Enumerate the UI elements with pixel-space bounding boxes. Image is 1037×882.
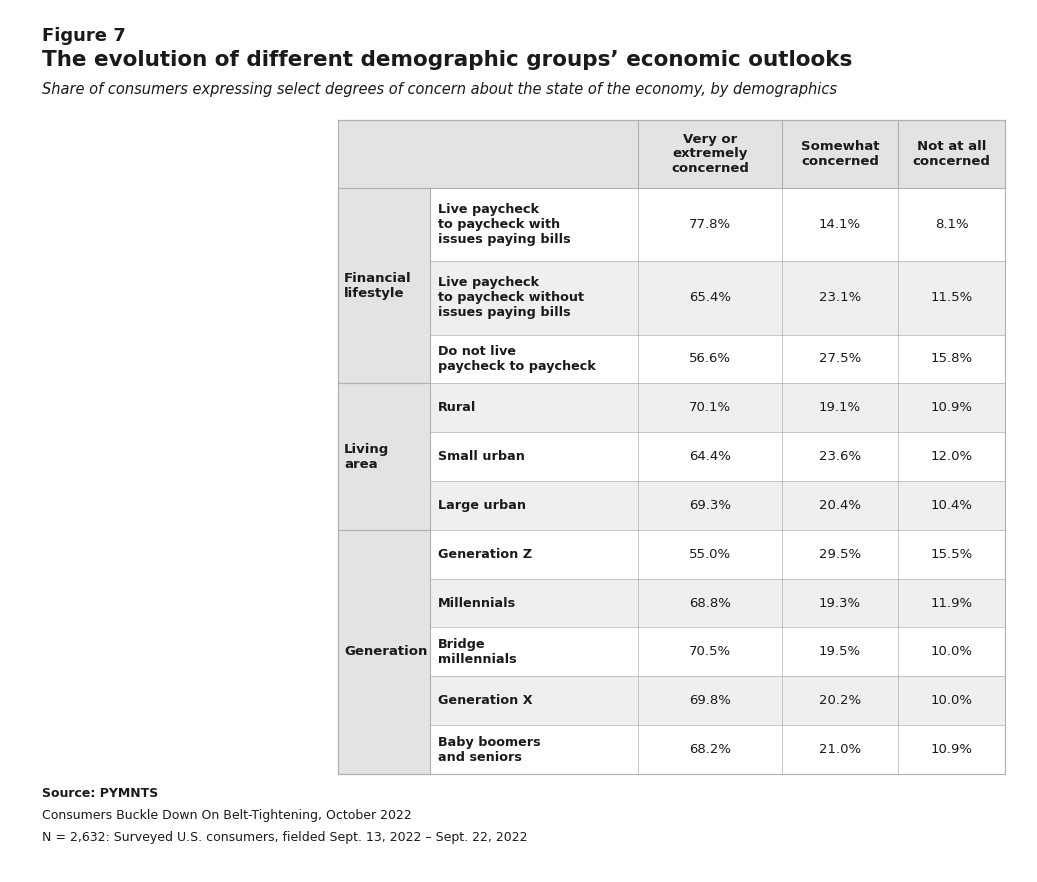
Bar <box>430 676 1005 725</box>
Bar <box>338 120 1005 188</box>
Bar <box>430 432 1005 481</box>
Text: 23.6%: 23.6% <box>819 450 861 463</box>
Bar <box>338 530 430 774</box>
Text: Source: PYMNTS: Source: PYMNTS <box>43 787 159 800</box>
Bar <box>430 481 1005 530</box>
Text: Live paycheck
to paycheck without
issues paying bills: Live paycheck to paycheck without issues… <box>438 276 584 319</box>
Text: Generation Z: Generation Z <box>438 548 532 561</box>
Text: 15.8%: 15.8% <box>930 353 973 365</box>
Text: 14.1%: 14.1% <box>819 218 861 231</box>
Text: 10.9%: 10.9% <box>930 743 973 756</box>
Text: 69.8%: 69.8% <box>689 694 731 707</box>
Text: 19.3%: 19.3% <box>819 596 861 609</box>
Text: Rural: Rural <box>438 401 476 415</box>
Bar <box>430 188 1005 261</box>
Text: 69.3%: 69.3% <box>689 499 731 512</box>
Text: 56.6%: 56.6% <box>689 353 731 365</box>
Text: Do not live
paycheck to paycheck: Do not live paycheck to paycheck <box>438 345 595 373</box>
Text: 10.0%: 10.0% <box>930 694 973 707</box>
Text: 20.2%: 20.2% <box>819 694 861 707</box>
Text: Figure 7: Figure 7 <box>43 27 125 45</box>
Bar <box>338 384 430 530</box>
Text: Small urban: Small urban <box>438 450 525 463</box>
Text: 70.5%: 70.5% <box>689 646 731 659</box>
Text: 19.1%: 19.1% <box>819 401 861 415</box>
Text: Share of consumers expressing select degrees of concern about the state of the e: Share of consumers expressing select deg… <box>43 82 837 97</box>
Text: Not at all
concerned: Not at all concerned <box>913 140 990 168</box>
Text: Living
area: Living area <box>344 443 389 471</box>
Text: Very or
extremely
concerned: Very or extremely concerned <box>671 132 749 176</box>
Text: 20.4%: 20.4% <box>819 499 861 512</box>
Text: Somewhat
concerned: Somewhat concerned <box>801 140 879 168</box>
Text: 10.4%: 10.4% <box>930 499 973 512</box>
Text: 65.4%: 65.4% <box>689 291 731 304</box>
Text: 70.1%: 70.1% <box>689 401 731 415</box>
Text: 19.5%: 19.5% <box>819 646 861 659</box>
Text: 10.0%: 10.0% <box>930 646 973 659</box>
Text: 8.1%: 8.1% <box>934 218 969 231</box>
Text: 77.8%: 77.8% <box>689 218 731 231</box>
Text: 10.9%: 10.9% <box>930 401 973 415</box>
Text: Generation X: Generation X <box>438 694 533 707</box>
Text: 21.0%: 21.0% <box>819 743 861 756</box>
Bar <box>338 188 430 384</box>
Text: 11.9%: 11.9% <box>930 596 973 609</box>
Text: Millennials: Millennials <box>438 596 516 609</box>
Text: 12.0%: 12.0% <box>930 450 973 463</box>
Text: 68.2%: 68.2% <box>689 743 731 756</box>
Text: Bridge
millennials: Bridge millennials <box>438 638 516 666</box>
Text: 64.4%: 64.4% <box>689 450 731 463</box>
Text: 68.8%: 68.8% <box>689 596 731 609</box>
Text: 15.5%: 15.5% <box>930 548 973 561</box>
Text: Financial
lifestyle: Financial lifestyle <box>344 272 412 300</box>
Bar <box>430 725 1005 774</box>
Text: 11.5%: 11.5% <box>930 291 973 304</box>
Bar <box>430 530 1005 579</box>
Text: Generation: Generation <box>344 646 427 659</box>
Bar <box>430 384 1005 432</box>
Text: Baby boomers
and seniors: Baby boomers and seniors <box>438 736 540 764</box>
Bar <box>430 627 1005 676</box>
Bar <box>430 261 1005 334</box>
Text: Live paycheck
to paycheck with
issues paying bills: Live paycheck to paycheck with issues pa… <box>438 203 570 246</box>
Text: 27.5%: 27.5% <box>819 353 861 365</box>
Bar <box>430 579 1005 627</box>
Text: 55.0%: 55.0% <box>689 548 731 561</box>
Text: N = 2,632: Surveyed U.S. consumers, fielded Sept. 13, 2022 – Sept. 22, 2022: N = 2,632: Surveyed U.S. consumers, fiel… <box>43 831 528 844</box>
Text: The evolution of different demographic groups’ economic outlooks: The evolution of different demographic g… <box>43 50 852 70</box>
Bar <box>430 334 1005 384</box>
Text: 23.1%: 23.1% <box>819 291 861 304</box>
Text: Large urban: Large urban <box>438 499 526 512</box>
Text: Consumers Buckle Down On Belt-Tightening, October 2022: Consumers Buckle Down On Belt-Tightening… <box>43 809 412 822</box>
Text: 29.5%: 29.5% <box>819 548 861 561</box>
